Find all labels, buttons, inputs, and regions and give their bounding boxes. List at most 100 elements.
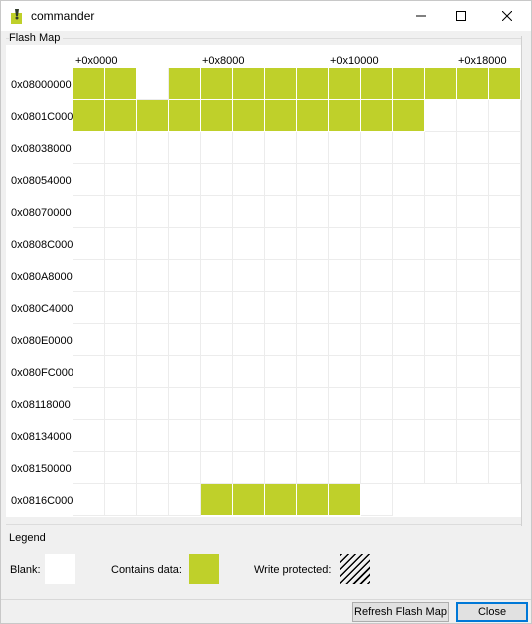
flash-page-cell-blank [73,292,105,324]
button-bar-separator [1,599,531,600]
flash-page-cell-blank [489,452,521,484]
flash-page-cell-blank [201,132,233,164]
flash-page-cell-blank [233,420,265,452]
flash-page-cell-blank [137,132,169,164]
flash-page-cell-blank [201,452,233,484]
refresh-flash-map-button[interactable]: Refresh Flash Map [352,602,449,622]
flash-page-cell-blank [169,292,201,324]
flash-page-cell-blank [393,420,425,452]
flash-page-cell-blank [201,292,233,324]
flash-page-cell-blank [425,196,457,228]
flash-page-cell-blank [297,260,329,292]
minimize-button[interactable] [401,1,441,31]
flash-page-cell-blank [201,420,233,452]
flash-page-cell-blank [361,260,393,292]
flash-page-cell-blank [297,420,329,452]
legend-blank-label: Blank: [10,564,41,576]
flash-page-cell-data [329,68,361,100]
minimize-icon [416,15,426,17]
flash-page-cell-data [105,68,137,100]
legend-protected-label: Write protected: [254,564,332,576]
flash-page-cell-blank [169,420,201,452]
flash-page-cell-blank [105,132,137,164]
flash-page-cell-data [265,100,297,132]
flash-page-cell-blank [393,324,425,356]
row-address-label: 0x08038000 [11,143,72,155]
flash-page-cell-blank [233,196,265,228]
flash-page-cell-data [329,100,361,132]
flash-page-cell-blank [361,196,393,228]
row-address-label: 0x08134000 [11,431,72,443]
flash-page-cell-blank [265,260,297,292]
flash-page-cell-blank [457,260,489,292]
flash-page-cell-blank [457,196,489,228]
flash-page-cell-blank [105,292,137,324]
flash-page-cell-blank [425,292,457,324]
flash-page-cell-blank [137,420,169,452]
flash-page-cell-blank [105,356,137,388]
flash-page-cell-blank [393,356,425,388]
flash-page-cell-blank [425,260,457,292]
flash-page-cell-blank [265,132,297,164]
flash-page-cell-blank [73,484,105,516]
close-button[interactable]: Close [456,602,528,622]
close-window-button[interactable] [487,1,527,31]
flash-page-cell-data [265,484,297,516]
flash-page-cell-data [489,68,521,100]
flash-page-cell-blank [297,196,329,228]
flash-page-cell-blank [105,452,137,484]
flash-page-cell-blank [329,292,361,324]
flash-page-cell-blank [137,260,169,292]
flash-page-cell-blank [169,452,201,484]
flash-page-cell-blank [457,292,489,324]
flash-page-cell-data [297,68,329,100]
flash-page-cell-blank [457,132,489,164]
flash-page-cell-data [393,100,425,132]
flash-page-cell-blank [425,132,457,164]
flash-page-cell-blank [297,228,329,260]
flash-page-cell-blank [73,324,105,356]
flash-page-cell-blank [105,196,137,228]
flash-page-cell-blank [137,164,169,196]
flash-page-cell-blank [329,388,361,420]
row-address-label: 0x0801C000 [11,111,74,123]
flash-page-cell-blank [457,164,489,196]
flash-page-cell-blank [233,292,265,324]
flash-page-cell-blank [329,324,361,356]
window-edge-divider [521,36,522,526]
flash-page-cell-data [73,100,105,132]
flash-page-cell-blank [233,260,265,292]
flash-page-cell-blank [105,260,137,292]
flash-page-cell-blank [329,196,361,228]
flash-page-cell-blank [73,132,105,164]
flash-page-cell-blank [297,292,329,324]
flash-page-cell-blank [265,324,297,356]
flash-page-cell-blank [265,228,297,260]
flash-page-cell-blank [233,452,265,484]
flash-page-cell-blank [425,324,457,356]
flash-page-cell-blank [457,324,489,356]
flash-page-cell-blank [393,164,425,196]
legend-group-border [6,524,521,525]
maximize-button[interactable] [441,1,481,31]
flash-page-cell-blank [457,100,489,132]
flash-page-cell-blank [73,452,105,484]
flash-page-cell-blank [73,196,105,228]
flash-page-cell-blank [329,164,361,196]
flash-page-cell-blank [457,388,489,420]
flash-page-cell-blank [169,260,201,292]
flash-page-cell-blank [265,452,297,484]
title-bar[interactable]: commander [1,1,531,31]
flash-page-cell-blank [265,292,297,324]
flash-page-cell-blank [361,164,393,196]
flash-page-cell-blank [393,388,425,420]
flash-page-cell-blank [137,484,169,516]
flash-page-cell-blank [489,388,521,420]
flash-page-cell-blank [169,132,201,164]
flash-page-cell-blank [489,164,521,196]
flash-page-cell-blank [201,324,233,356]
flash-page-cell-data [233,484,265,516]
flash-page-cell-blank [393,452,425,484]
flash-page-cell-blank [297,452,329,484]
row-address-label: 0x0808C000 [11,239,74,251]
